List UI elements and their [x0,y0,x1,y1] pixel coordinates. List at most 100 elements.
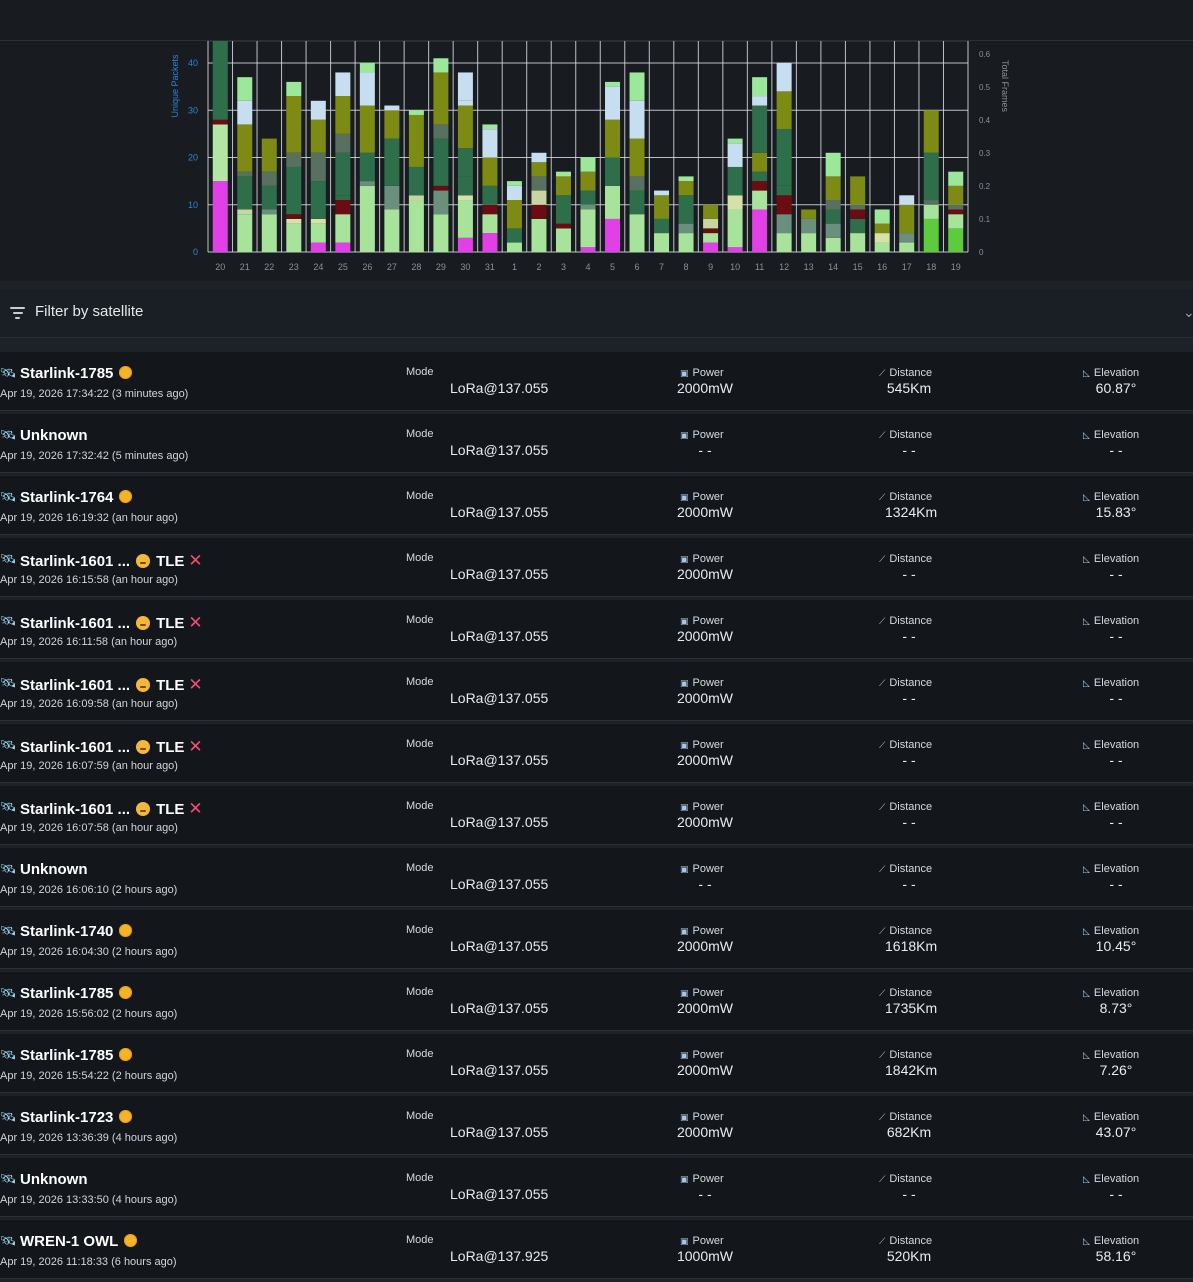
list-item[interactable]: 🛰 Starlink-1740 Apr 19, 2026 16:04:30 (2 h… [0,910,1193,969]
bar-segment [555,171,571,177]
satellite-name[interactable]: Unknown [20,1171,88,1188]
distance-label: ⟋ Distance [879,863,932,875]
bar-segment [825,209,841,224]
list-item[interactable]: 🛰 Unknown Apr 19, 2026 13:33:50 (4 hours a… [0,1158,1193,1217]
satellite-name[interactable]: Starlink-1601 ... TLE ✕ [20,675,203,695]
distance-value: - - [902,566,916,582]
power-icon: ▣ [680,430,689,440]
bar-segment [408,114,424,167]
satellite-icon: 🛰 [0,427,17,442]
power-label-text: Power [692,553,724,565]
bar-segment [727,195,743,210]
chevron-down-icon[interactable]: ⌄ [1183,304,1193,320]
distance-value: - - [902,442,916,458]
filter-icon [10,307,25,319]
bar-segment [678,181,694,196]
angle-icon: ◺ [1083,554,1090,564]
elevation-label-text: Elevation [1093,1049,1140,1061]
distance-label-text: Distance [889,739,933,751]
elevation-label: ◺ Elevation [1083,739,1139,751]
bar-segment [703,204,719,219]
list-item[interactable]: 🛰 WREN-1 OWL Apr 19, 2026 11:18:33 (6 hour… [0,1220,1193,1279]
list-item[interactable]: 🛰 Starlink-1785 Apr 19, 2026 17:34:22 (3 m… [0,352,1193,411]
satellite-name[interactable]: Unknown [20,861,88,878]
distance-label-text: Distance [889,429,933,441]
mode-value: LoRa@137.055 [450,690,549,706]
ruler-icon: ⟋ [879,1174,886,1184]
power-label: ▣ Power [680,1235,724,1247]
satellite-name[interactable]: Starlink-1785 [20,1047,133,1064]
power-icon: ▣ [680,926,689,936]
bar-segment [286,214,302,219]
distance-value: - - [902,814,916,830]
power-value: - - [698,442,712,458]
power-label: ▣ Power [680,1173,724,1185]
y-axis-title: Unique Packets [170,54,180,118]
cross-mark-icon: ✕ [188,551,203,570]
satellite-name[interactable]: Starlink-1601 ... TLE ✕ [20,799,203,819]
bar-segment [825,152,841,177]
bar-segment [923,204,939,219]
bar-segment [359,181,375,186]
bar-segment [776,129,792,186]
satellite-name[interactable]: Starlink-1785 [20,365,133,382]
bar-segment [850,209,866,219]
elevation-value: 7.26° [1099,1062,1133,1078]
distance-value: 520Km [886,1248,932,1264]
elevation-value: - - [1109,690,1123,706]
elevation-label-text: Elevation [1093,1235,1140,1247]
y-tick-label: 40 [188,58,198,68]
bar-segment [605,157,621,186]
distance-label-text: Distance [889,615,933,627]
bar-segment [482,129,498,158]
distance-value: - - [902,1186,916,1202]
bar-segment [408,110,424,115]
distance-label: ⟋ Distance [879,987,932,999]
list-item[interactable]: 🛰 Starlink-1601 ... TLE ✕ Apr 19, 2026 16:07… [0,786,1193,845]
list-item[interactable]: 🛰 Starlink-1723 Apr 19, 2026 13:36:39 (4 h… [0,1096,1193,1155]
cross-mark-icon: ✕ [188,799,203,818]
satellite-name[interactable]: Starlink-1601 ... TLE ✕ [20,551,203,571]
bar-segment [310,100,326,120]
satellite-name[interactable]: WREN-1 OWL [20,1233,138,1250]
satellite-name[interactable]: Starlink-1723 [20,1109,133,1126]
power-label: ▣ Power [680,987,724,999]
list-item[interactable]: 🛰 Starlink-1601 ... TLE ✕ Apr 19, 2026 16:09… [0,662,1193,721]
bar-segment [605,81,621,87]
satellite-name[interactable]: Starlink-1785 [20,985,133,1002]
list-item[interactable]: 🛰 Starlink-1601 ... TLE ✕ Apr 19, 2026 16:15… [0,538,1193,597]
x-tick-label: 10 [730,262,740,272]
list-item[interactable]: 🛰 Unknown Apr 19, 2026 17:32:42 (5 minutes… [0,414,1193,473]
satellite-name[interactable]: Unknown [20,427,88,444]
power-label: ▣ Power [680,553,724,565]
list-item[interactable]: 🛰 Starlink-1785 Apr 19, 2026 15:56:02 (2 h… [0,972,1193,1031]
list-item[interactable]: 🛰 Unknown Apr 19, 2026 16:06:10 (2 hours a… [0,848,1193,907]
satellite-name[interactable]: Starlink-1740 [20,923,133,940]
distance-label: ⟋ Distance [879,367,932,379]
satellite-name[interactable]: Starlink-1764 [20,489,133,506]
distance-value: 545Km [886,380,932,396]
bar-segment [752,181,768,191]
bar-segment [408,200,424,252]
received-time: Apr 19, 2026 16:19:32 (an hour ago) [0,512,178,524]
received-time: Apr 19, 2026 11:18:33 (6 hours ago) [0,1256,177,1268]
x-tick-label: 11 [755,262,764,272]
bar-segment [384,110,400,139]
filter-bar[interactable]: Filter by satellite ⌄ [0,289,1193,338]
list-item[interactable]: 🛰 Starlink-1785 Apr 19, 2026 15:54:22 (2 h… [0,1034,1193,1093]
list-item[interactable]: 🛰 Starlink-1601 ... TLE ✕ Apr 19, 2026 16:07… [0,724,1193,783]
satellite-icon: 🛰 [0,799,17,814]
satellite-icon: 🛰 [0,551,17,566]
received-time: Apr 19, 2026 16:09:58 (an hour ago) [0,698,178,710]
satellite-name[interactable]: Starlink-1601 ... TLE ✕ [20,737,203,757]
bar-segment [212,124,228,182]
satellite-name[interactable]: Starlink-1601 ... TLE ✕ [20,613,203,633]
bar-segment [531,152,547,163]
list-item[interactable]: 🛰 Starlink-1601 ... TLE ✕ Apr 19, 2026 16:11… [0,600,1193,659]
satellite-name-text: Unknown [20,427,88,444]
y2-tick-label: 0.2 [979,182,991,191]
power-icon: ▣ [680,616,689,626]
bar-segment [286,152,302,167]
list-item[interactable]: 🛰 Starlink-1764 Apr 19, 2026 16:19:32 (an … [0,476,1193,535]
y2-axis-title: Total Frames [1000,60,1010,113]
